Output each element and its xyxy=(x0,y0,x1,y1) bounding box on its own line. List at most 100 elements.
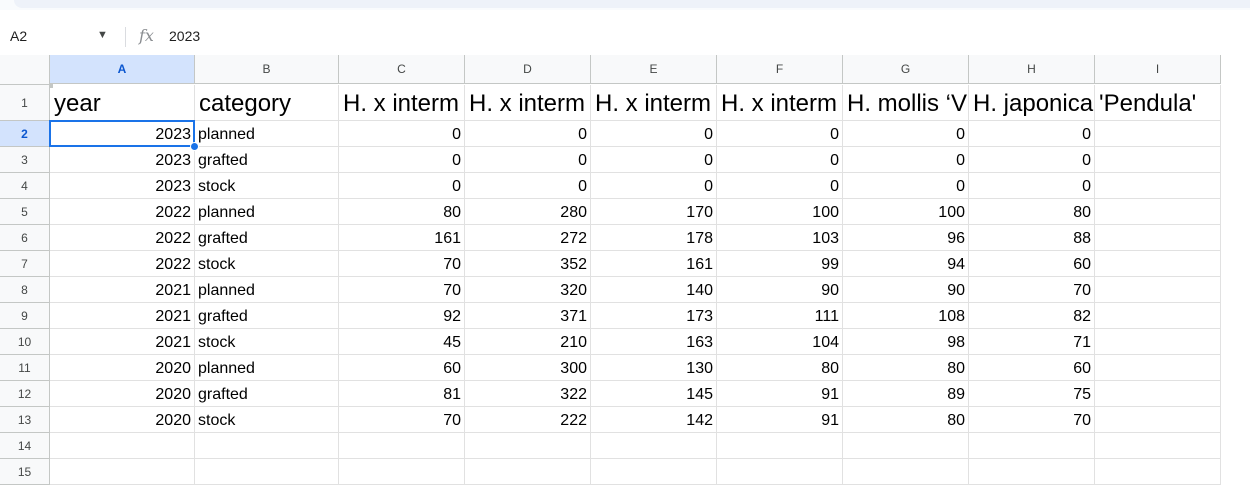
table-cell[interactable]: 2020 xyxy=(50,355,195,381)
table-cell[interactable] xyxy=(1095,121,1221,147)
table-cell[interactable]: 0 xyxy=(591,173,717,199)
table-cell[interactable] xyxy=(1095,147,1221,173)
column-header-h[interactable]: H xyxy=(969,55,1095,84)
table-cell[interactable]: 322 xyxy=(465,381,591,407)
table-cell[interactable]: 100 xyxy=(717,199,843,225)
table-cell[interactable] xyxy=(1095,277,1221,303)
table-cell[interactable] xyxy=(1095,251,1221,277)
row-header-14[interactable]: 14 xyxy=(0,433,50,459)
table-cell[interactable]: 0 xyxy=(843,173,969,199)
table-cell[interactable]: 173 xyxy=(591,303,717,329)
table-cell[interactable] xyxy=(591,459,717,485)
table-cell[interactable]: 320 xyxy=(465,277,591,303)
table-cell[interactable]: 103 xyxy=(717,225,843,251)
table-cell[interactable]: 98 xyxy=(843,329,969,355)
table-cell[interactable]: 0 xyxy=(969,121,1095,147)
table-cell[interactable]: 80 xyxy=(339,199,465,225)
table-cell[interactable]: 71 xyxy=(969,329,1095,355)
table-cell[interactable]: 280 xyxy=(465,199,591,225)
table-cell[interactable] xyxy=(969,459,1095,485)
table-cell[interactable] xyxy=(339,433,465,459)
table-cell[interactable]: 0 xyxy=(843,121,969,147)
table-cell[interactable]: grafted xyxy=(195,381,339,407)
row-header-7[interactable]: 7 xyxy=(0,251,50,277)
formula-input[interactable]: 2023 xyxy=(169,28,201,44)
table-cell[interactable]: 80 xyxy=(843,355,969,381)
table-cell[interactable] xyxy=(50,459,195,485)
table-cell[interactable] xyxy=(1095,329,1221,355)
table-cell[interactable]: 82 xyxy=(969,303,1095,329)
header-cell[interactable]: H. x interm xyxy=(339,85,465,121)
table-cell[interactable] xyxy=(1095,433,1221,459)
table-cell[interactable] xyxy=(1095,381,1221,407)
header-cell[interactable]: H. mollis ‘V xyxy=(843,85,969,121)
table-cell[interactable]: 100 xyxy=(843,199,969,225)
table-cell[interactable] xyxy=(1095,459,1221,485)
column-header-a[interactable]: A xyxy=(50,55,195,84)
header-cell[interactable]: 'Pendula' xyxy=(1095,85,1221,121)
table-cell[interactable]: 2022 xyxy=(50,251,195,277)
header-cell[interactable]: H. x interm xyxy=(465,85,591,121)
table-cell[interactable]: 75 xyxy=(969,381,1095,407)
table-cell[interactable]: 140 xyxy=(591,277,717,303)
row-header-13[interactable]: 13 xyxy=(0,407,50,433)
table-cell[interactable] xyxy=(339,459,465,485)
table-cell[interactable]: grafted xyxy=(195,225,339,251)
table-cell[interactable]: 104 xyxy=(717,329,843,355)
row-header-5[interactable]: 5 xyxy=(0,199,50,225)
table-cell[interactable] xyxy=(1095,355,1221,381)
column-header-g[interactable]: G xyxy=(843,55,969,84)
table-cell[interactable] xyxy=(1095,225,1221,251)
header-cell[interactable]: H. x interm xyxy=(717,85,843,121)
table-cell[interactable]: 90 xyxy=(717,277,843,303)
table-cell[interactable]: stock xyxy=(195,329,339,355)
table-cell[interactable]: 0 xyxy=(717,173,843,199)
table-cell[interactable]: 70 xyxy=(969,407,1095,433)
table-cell[interactable]: 60 xyxy=(969,251,1095,277)
header-cell[interactable]: H. x interm xyxy=(591,85,717,121)
table-cell[interactable]: 2022 xyxy=(50,199,195,225)
table-cell[interactable]: 92 xyxy=(339,303,465,329)
table-cell[interactable]: 80 xyxy=(717,355,843,381)
table-cell[interactable]: 60 xyxy=(969,355,1095,381)
table-cell[interactable] xyxy=(591,433,717,459)
table-cell[interactable]: 0 xyxy=(339,147,465,173)
header-cell[interactable]: category xyxy=(195,85,339,121)
table-cell[interactable]: 2021 xyxy=(50,303,195,329)
table-cell[interactable]: 91 xyxy=(717,381,843,407)
table-cell[interactable]: stock xyxy=(195,407,339,433)
table-cell[interactable]: 0 xyxy=(969,173,1095,199)
row-header-2[interactable]: 2 xyxy=(0,121,50,147)
table-cell[interactable]: stock xyxy=(195,251,339,277)
row-header-6[interactable]: 6 xyxy=(0,225,50,251)
table-cell[interactable]: 96 xyxy=(843,225,969,251)
table-cell[interactable]: 108 xyxy=(843,303,969,329)
row-header-11[interactable]: 11 xyxy=(0,355,50,381)
table-cell[interactable]: planned xyxy=(195,277,339,303)
table-cell[interactable]: 70 xyxy=(339,277,465,303)
select-all-corner[interactable] xyxy=(0,55,53,88)
column-header-c[interactable]: C xyxy=(339,55,465,84)
table-cell[interactable]: 0 xyxy=(717,121,843,147)
table-cell[interactable]: 0 xyxy=(465,147,591,173)
table-cell[interactable]: 0 xyxy=(591,147,717,173)
table-cell[interactable] xyxy=(465,433,591,459)
row-header-12[interactable]: 12 xyxy=(0,381,50,407)
table-cell[interactable]: 300 xyxy=(465,355,591,381)
table-cell[interactable]: grafted xyxy=(195,147,339,173)
table-cell[interactable]: 70 xyxy=(339,251,465,277)
table-cell[interactable]: 80 xyxy=(843,407,969,433)
name-box-dropdown-icon[interactable]: ▼ xyxy=(97,29,108,41)
table-cell[interactable]: 89 xyxy=(843,381,969,407)
table-cell[interactable] xyxy=(1095,303,1221,329)
table-cell[interactable]: 130 xyxy=(591,355,717,381)
table-cell[interactable]: 2022 xyxy=(50,225,195,251)
row-header-4[interactable]: 4 xyxy=(0,173,50,199)
table-cell[interactable]: 90 xyxy=(843,277,969,303)
table-cell[interactable] xyxy=(195,459,339,485)
table-cell[interactable]: 91 xyxy=(717,407,843,433)
fill-handle[interactable] xyxy=(190,142,199,151)
table-cell[interactable]: 2020 xyxy=(50,381,195,407)
table-cell[interactable]: 70 xyxy=(339,407,465,433)
row-header-10[interactable]: 10 xyxy=(0,329,50,355)
